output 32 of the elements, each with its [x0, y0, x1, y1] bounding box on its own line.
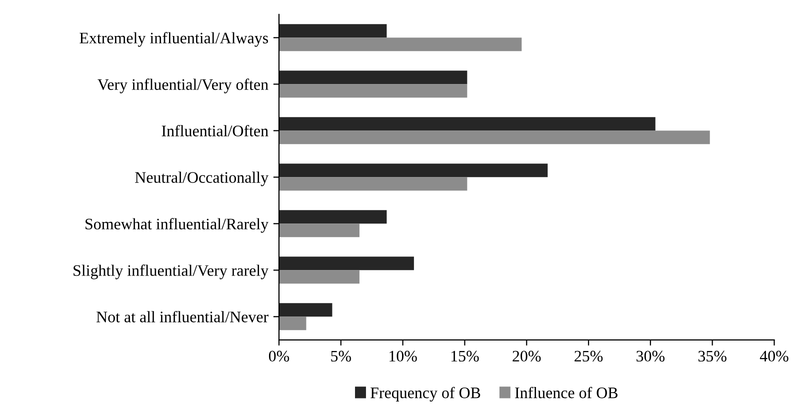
bar	[278, 164, 548, 178]
y-tick-label: Neutral/Occationally	[135, 172, 269, 186]
x-tick-label: 35%	[698, 350, 726, 362]
bar	[278, 177, 468, 191]
x-tick-label: 25%	[574, 350, 603, 362]
y-tick-label: Extremely influential/Always	[80, 32, 268, 47]
x-tick-label: 5%	[331, 350, 351, 362]
bar	[278, 316, 306, 330]
x-tick-label: 30%	[636, 350, 665, 362]
bar	[278, 117, 656, 131]
bar	[278, 84, 468, 98]
x-tick-label: 0%	[268, 350, 290, 362]
y-tick-label: Influential/Often	[162, 124, 268, 136]
bar	[278, 210, 387, 224]
legend-label: Frequency of OB	[370, 386, 480, 402]
bar	[278, 70, 468, 84]
bar	[278, 130, 710, 144]
y-tick-label: Slightly influential/Very rarely	[74, 264, 269, 280]
legend-label: Influence of OB	[515, 386, 618, 398]
bar	[278, 256, 414, 270]
y-tick-label: Very influential/Very often	[98, 78, 268, 94]
bar	[278, 24, 387, 38]
y-tick-label: Not at all influential/Never	[96, 310, 268, 322]
y-tick-label: Somewhat influential/Rarely	[86, 218, 269, 233]
x-tick-label: 15%	[451, 350, 479, 362]
bar	[278, 270, 360, 284]
x-tick-label: 10%	[390, 350, 417, 362]
bar	[278, 224, 360, 238]
x-tick-label: 20%	[512, 350, 541, 362]
bar	[278, 38, 522, 52]
x-tick-label: 40%	[760, 350, 788, 362]
bar	[278, 303, 332, 317]
